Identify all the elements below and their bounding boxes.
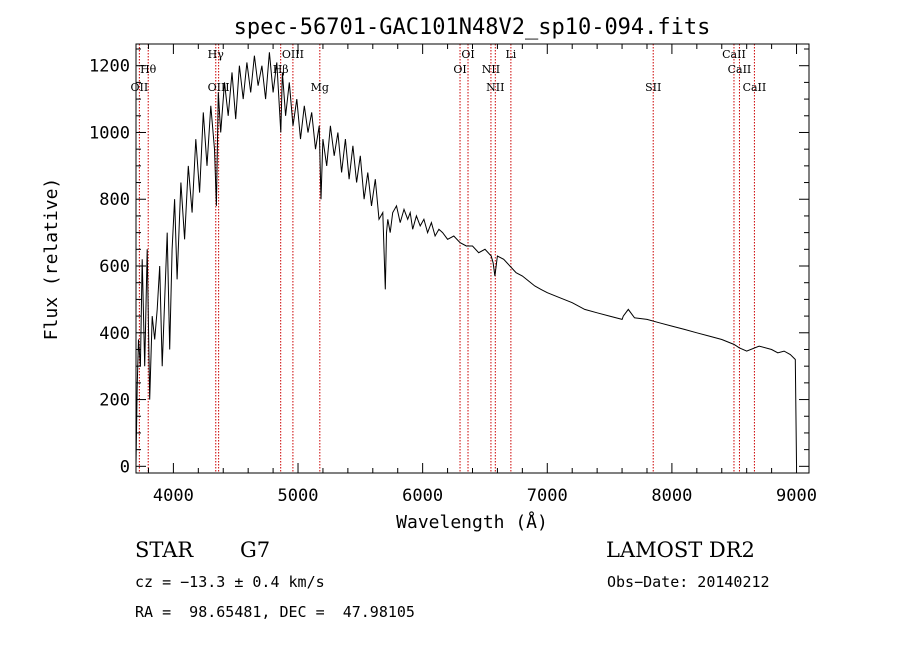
line-marker-label: CaII [722, 48, 746, 61]
y-axis-ticks: 0 200 400 600 800 1000 1200 [89, 48, 809, 477]
y-tick-label: 1000 [89, 123, 130, 143]
line-marker-label: Hθ [140, 63, 157, 76]
plot-frame [135, 43, 810, 474]
x-tick-label: 9000 [776, 486, 817, 506]
line-marker-label: CaII [728, 63, 752, 76]
x-tick-label: 4000 [153, 486, 194, 506]
line-marker-label: SII [645, 81, 661, 94]
line-marker-label: Li [505, 48, 516, 61]
spectral-line-labels: OIIHθHγOIIIHβOIIIMgOIOINIINIILiSIICaIICa… [131, 48, 767, 94]
line-marker-label: OIII [282, 48, 304, 61]
chart-title: spec-56701-GAC101N48V2_sp10-094.fits [234, 15, 711, 40]
line-marker-label: NII [486, 81, 504, 94]
object-class: STAR [135, 538, 194, 562]
survey-name: LAMOST DR2 [606, 538, 755, 562]
y-tick-label: 1200 [89, 57, 130, 77]
line-marker-label: OI [453, 63, 466, 76]
y-axis-label: Flux (relative) [41, 178, 62, 341]
redshift-readout: cz = −13.3 ± 0.4 km/s [135, 573, 325, 591]
x-tick-label: 8000 [651, 486, 692, 506]
object-subclass: G7 [240, 538, 271, 562]
line-marker-label: OIII [208, 81, 230, 94]
line-marker-label: OII [131, 81, 149, 94]
x-axis-ticks: 4000 5000 6000 7000 8000 9000 [147, 44, 817, 506]
line-marker-label: CaII [743, 81, 767, 94]
spectrum-line [135, 52, 797, 465]
coordinates-readout: RA = 98.65481, DEC = 47.98105 [135, 603, 415, 621]
line-marker-label: OI [461, 48, 474, 61]
y-tick-label: 400 [99, 324, 130, 344]
y-tick-label: 800 [99, 190, 130, 210]
x-tick-label: 7000 [527, 486, 568, 506]
y-tick-label: 200 [99, 391, 130, 411]
line-marker-label: Mg [311, 81, 329, 94]
x-tick-label: 5000 [278, 486, 319, 506]
y-tick-label: 600 [99, 257, 130, 277]
y-tick-label: 0 [120, 457, 130, 477]
spectral-line-markers [138, 44, 755, 473]
x-axis-label: Wavelength (Å) [396, 511, 548, 533]
observation-date: Obs−Date: 20140212 [607, 573, 770, 591]
x-tick-label: 6000 [402, 486, 443, 506]
line-marker-label: NII [482, 63, 500, 76]
line-marker-label: Hγ [208, 48, 225, 61]
